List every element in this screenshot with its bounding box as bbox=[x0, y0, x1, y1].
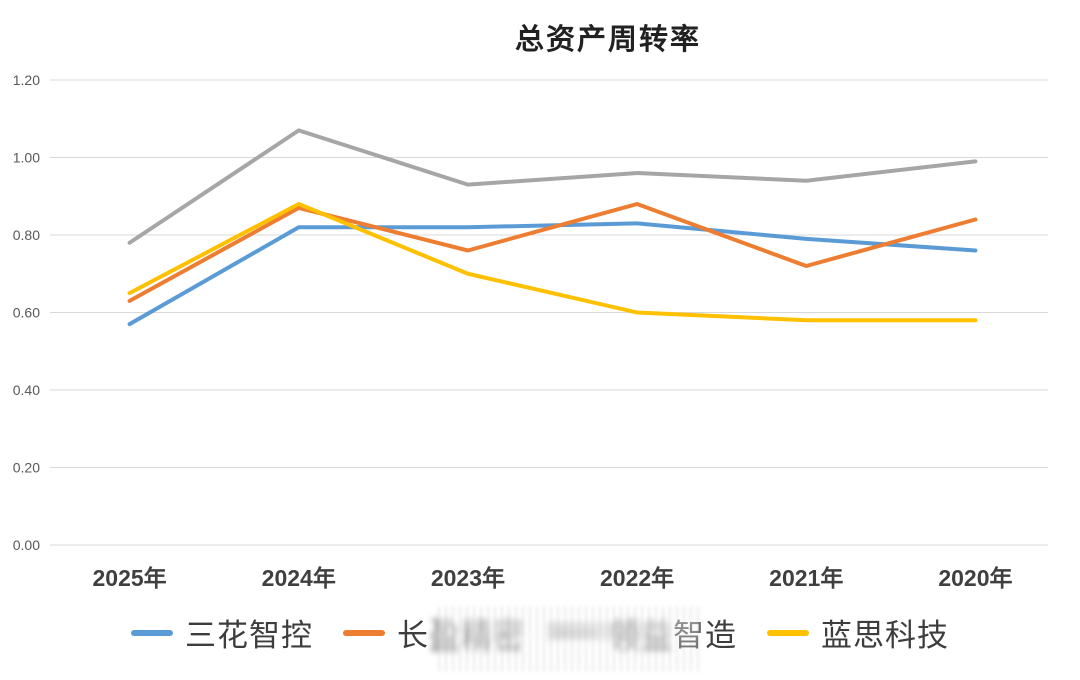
x-axis-category-label: 2025年 bbox=[92, 565, 166, 591]
x-axis-category-label: 2024年 bbox=[262, 565, 336, 591]
legend-item: 领益智造 bbox=[555, 610, 737, 657]
legend-marker bbox=[131, 629, 173, 636]
y-axis-tick-label: 0.40 bbox=[13, 382, 40, 398]
series-line bbox=[127, 202, 978, 303]
x-axis-category-label: 2023年 bbox=[431, 565, 505, 591]
x-axis-category-label: 2020年 bbox=[938, 565, 1012, 591]
y-axis-tick-label: 0.20 bbox=[13, 459, 40, 475]
legend-marker bbox=[767, 629, 809, 636]
legend-label: 长盈精密 bbox=[397, 615, 525, 657]
chart-title: 总资产周转率 bbox=[514, 24, 701, 56]
legend-marker bbox=[343, 629, 385, 636]
legend-label: 三花智控 bbox=[185, 618, 313, 653]
series-line bbox=[127, 221, 978, 327]
y-axis-tick-label: 1.20 bbox=[13, 72, 40, 88]
y-axis-tick-label: 1.00 bbox=[13, 149, 40, 165]
x-axis-category-label: 2022年 bbox=[600, 565, 674, 591]
series-line bbox=[127, 202, 978, 323]
legend-label: 蓝思科技 bbox=[821, 618, 949, 653]
y-axis-tick-label: 0.60 bbox=[13, 304, 40, 320]
legend-marker bbox=[555, 629, 597, 636]
legend-item: 蓝思科技 bbox=[767, 610, 949, 655]
x-axis-category-label: 2021年 bbox=[769, 565, 843, 591]
chart-legend: 三花智控 长盈精密 领益智造 蓝思科技 bbox=[0, 610, 1080, 657]
legend-label: 领益智造 bbox=[609, 615, 737, 657]
legend-item: 三花智控 bbox=[131, 610, 313, 655]
series-line bbox=[127, 128, 978, 245]
y-axis-tick-label: 0.00 bbox=[13, 537, 40, 553]
legend-item: 长盈精密 bbox=[343, 610, 525, 657]
y-axis-tick-label: 0.80 bbox=[13, 227, 40, 243]
